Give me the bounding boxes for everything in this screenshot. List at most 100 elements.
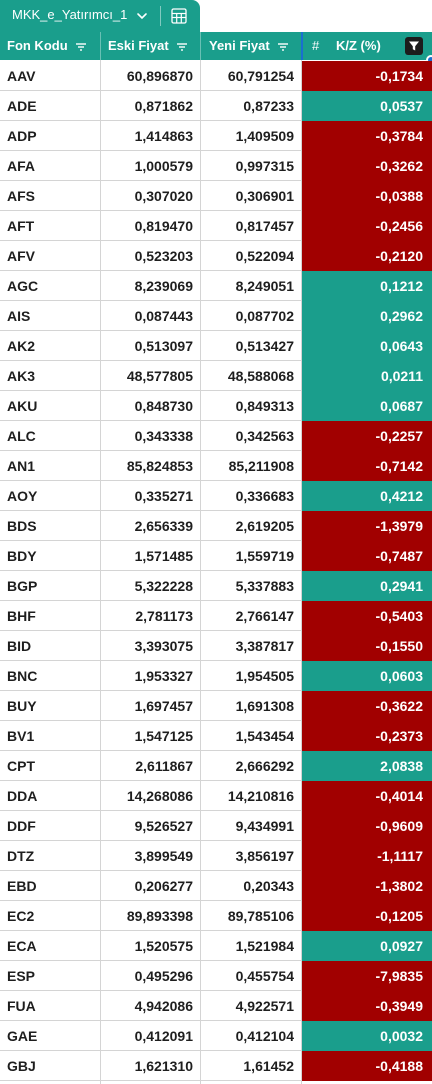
change-percent-cell[interactable]: -0,4014 [301,781,432,811]
change-percent-cell[interactable]: -0,1205 [301,901,432,931]
fund-code-cell[interactable]: AK3 [7,368,36,384]
old-price-cell[interactable]: 60,896870 [126,68,193,84]
fund-code-cell[interactable]: CPT [7,758,35,774]
change-percent-cell[interactable]: 0,4212 [301,481,432,511]
table-row[interactable]: BUY 1,697457 1,691308 -0,3622 [0,691,432,721]
fund-code-cell[interactable]: BGP [7,578,38,594]
table-row[interactable]: ESP 0,495296 0,455754 -7,9835 [0,961,432,991]
fund-code-cell[interactable]: ECA [7,938,37,954]
old-price-cell[interactable]: 3,393075 [134,638,193,654]
new-price-cell[interactable]: 1,691308 [235,698,294,714]
table-row[interactable]: DDF 9,526527 9,434991 -0,9609 [0,811,432,841]
old-price-cell[interactable]: 0,848730 [134,398,193,414]
table-row[interactable]: AIS 0,087443 0,087702 0,2962 [0,301,432,331]
old-price-cell[interactable]: 1,547125 [134,728,193,744]
fund-code-cell[interactable]: ADP [7,128,37,144]
fund-code-cell[interactable]: GBJ [7,1058,36,1074]
change-percent-cell[interactable]: -1,1117 [301,841,432,871]
table-row[interactable]: DTZ 3,899549 3,856197 -1,1117 [0,841,432,871]
old-price-cell[interactable]: 1,571485 [134,548,193,564]
table-row[interactable]: FUA 4,942086 4,922571 -0,3949 [0,991,432,1021]
old-price-cell[interactable]: 0,513097 [134,338,193,354]
new-price-cell[interactable]: 60,791254 [227,68,294,84]
change-percent-cell[interactable]: -0,0388 [301,181,432,211]
table-row[interactable]: AOY 0,335271 0,336683 0,4212 [0,481,432,511]
new-price-cell[interactable]: 0,522094 [235,248,294,264]
change-percent-cell[interactable]: 0,2962 [301,301,432,331]
fund-code-cell[interactable]: DDF [7,818,36,834]
fund-code-cell[interactable]: AK2 [7,338,36,354]
change-percent-cell[interactable]: -0,7487 [301,541,432,571]
new-price-cell[interactable]: 2,619205 [235,518,294,534]
fund-code-cell[interactable]: BID [7,638,32,654]
new-price-cell[interactable]: 3,387817 [235,638,294,654]
old-price-cell[interactable]: 1,414863 [134,128,193,144]
new-price-cell[interactable]: 9,434991 [235,818,294,834]
fund-code-cell[interactable]: GAE [7,1028,38,1044]
new-price-cell[interactable]: 5,337883 [235,578,294,594]
change-percent-cell[interactable]: 0,0643 [301,331,432,361]
old-price-cell[interactable]: 5,322228 [134,578,193,594]
change-percent-cell[interactable]: -0,3949 [301,991,432,1021]
column-header-yeni-fiyat[interactable]: Yeni Fiyat [209,32,301,60]
new-price-cell[interactable]: 1,954505 [235,668,294,684]
change-percent-cell[interactable]: 0,1212 [301,271,432,301]
fund-code-cell[interactable]: EC2 [7,908,35,924]
new-price-cell[interactable]: 0,513427 [235,338,294,354]
old-price-cell[interactable]: 0,871862 [134,98,193,114]
fund-code-cell[interactable]: BDS [7,518,37,534]
change-percent-cell[interactable]: -0,2120 [301,241,432,271]
new-price-cell[interactable]: 0,087702 [235,308,294,324]
table-row[interactable]: AKU 0,848730 0,849313 0,0687 [0,391,432,421]
change-percent-cell[interactable]: -0,1550 [301,631,432,661]
fund-code-cell[interactable]: DTZ [7,848,35,864]
filter-active-icon[interactable] [405,37,423,55]
sheet-tab[interactable]: MKK_e_Yatırımcı_1 [0,0,200,32]
fund-code-cell[interactable]: AAV [7,68,36,84]
old-price-cell[interactable]: 89,893398 [126,908,193,924]
change-percent-cell[interactable]: 0,0927 [301,931,432,961]
new-price-cell[interactable]: 1,409509 [235,128,294,144]
table-row[interactable]: EBD 0,206277 0,20343 -1,3802 [0,871,432,901]
old-price-cell[interactable]: 4,942086 [134,998,193,1014]
fund-code-cell[interactable]: DDA [7,788,38,804]
new-price-cell[interactable]: 0,817457 [235,218,294,234]
table-row[interactable]: GAE 0,412091 0,412104 0,0032 [0,1021,432,1051]
column-header-kz[interactable]: K/Z (%) [336,38,381,53]
change-percent-cell[interactable]: -0,5403 [301,601,432,631]
fund-code-cell[interactable]: ESP [7,968,36,984]
old-price-cell[interactable]: 0,206277 [134,878,193,894]
old-price-cell[interactable]: 48,577805 [126,368,193,384]
fund-code-cell[interactable]: AIS [7,308,31,324]
fund-code-cell[interactable]: AFA [7,158,35,174]
fund-code-cell[interactable]: ADE [7,98,37,114]
change-percent-cell[interactable]: 0,0687 [301,391,432,421]
old-price-cell[interactable]: 0,412091 [134,1028,193,1044]
old-price-cell[interactable]: 3,899549 [134,848,193,864]
sort-filter-icon[interactable] [176,42,188,52]
old-price-cell[interactable]: 2,781173 [135,608,193,624]
chevron-down-icon[interactable] [134,8,150,24]
change-percent-cell[interactable]: 0,0603 [301,661,432,691]
table-row[interactable]: CPT 2,611867 2,666292 2,0838 [0,751,432,781]
old-price-cell[interactable]: 0,307020 [134,188,193,204]
new-price-cell[interactable]: 1,559719 [235,548,294,564]
change-percent-cell[interactable]: -1,3979 [301,511,432,541]
change-percent-cell[interactable]: -0,3622 [301,691,432,721]
table-row[interactable]: AAV 60,896870 60,791254 -0,1734 [0,61,432,91]
table-row[interactable]: BNC 1,953327 1,954505 0,0603 [0,661,432,691]
table-row[interactable]: AK3 48,577805 48,588068 0,0211 [0,361,432,391]
fund-code-cell[interactable]: BDY [7,548,37,564]
fund-code-cell[interactable]: FUA [7,998,36,1014]
new-price-cell[interactable]: 0,997315 [235,158,294,174]
table-row[interactable]: ALC 0,343338 0,342563 -0,2257 [0,421,432,451]
table-row[interactable]: DDA 14,268086 14,210816 -0,4014 [0,781,432,811]
new-price-cell[interactable]: 2,766147 [235,608,294,624]
table-row[interactable]: AGC 8,239069 8,249051 0,1212 [0,271,432,301]
sort-filter-icon[interactable] [277,42,289,52]
old-price-cell[interactable]: 0,495296 [134,968,193,984]
change-percent-cell[interactable]: 2,0838 [301,751,432,781]
new-price-cell[interactable]: 89,785106 [227,908,294,924]
new-price-cell[interactable]: 0,849313 [235,398,294,414]
table-row[interactable]: ADP 1,414863 1,409509 -0,3784 [0,121,432,151]
